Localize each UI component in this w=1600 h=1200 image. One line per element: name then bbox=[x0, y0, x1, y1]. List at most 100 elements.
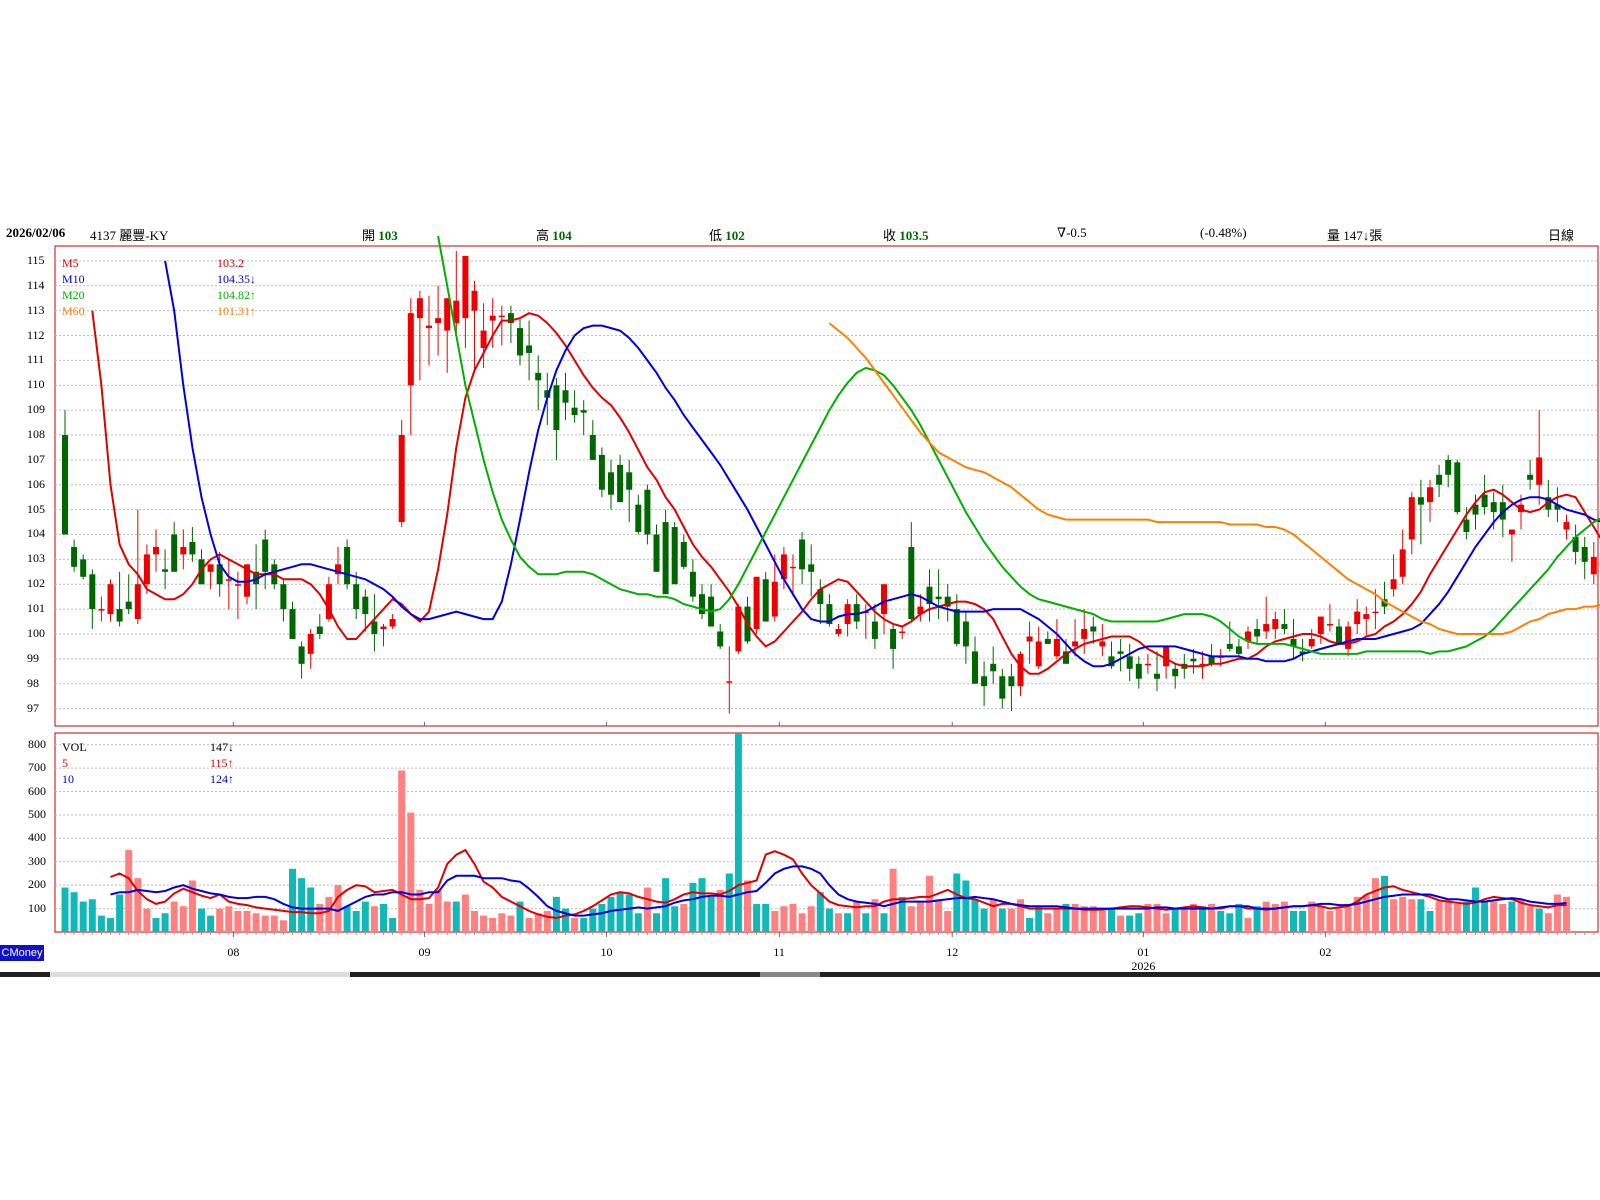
candle-body bbox=[1436, 474, 1443, 485]
candle-body bbox=[1572, 536, 1579, 552]
volume-bar bbox=[753, 903, 761, 932]
candle-body bbox=[1035, 641, 1042, 667]
volume-bar bbox=[525, 917, 533, 932]
volume-bar bbox=[1426, 910, 1434, 932]
volume-bar bbox=[598, 903, 606, 932]
volume-bar bbox=[1326, 910, 1334, 932]
x-tick-label: 01 bbox=[1137, 945, 1150, 959]
volume-y-tick: 500 bbox=[28, 806, 46, 821]
header-period: 日線 bbox=[1548, 228, 1575, 243]
volume-bar bbox=[543, 910, 551, 932]
header-date: 2026/02/06 bbox=[6, 225, 66, 240]
volume-y-tick: 300 bbox=[28, 853, 46, 868]
price-y-tick: 115 bbox=[27, 252, 45, 267]
candle-body bbox=[1017, 653, 1024, 687]
candle-body bbox=[571, 407, 578, 416]
volume-bar bbox=[1435, 901, 1443, 932]
candle-body bbox=[935, 596, 942, 600]
volume-bar bbox=[434, 889, 442, 932]
candle-body bbox=[762, 579, 769, 622]
candle-body bbox=[416, 298, 423, 319]
legend-m10-value: 104.35↓ bbox=[217, 272, 256, 286]
candle-body bbox=[389, 619, 396, 627]
candle-body bbox=[535, 372, 542, 381]
candle-body bbox=[726, 681, 733, 683]
candle-body bbox=[990, 663, 997, 672]
candle-body bbox=[116, 609, 123, 622]
candle-body bbox=[143, 554, 150, 585]
volume-bar bbox=[816, 892, 824, 932]
candle-body bbox=[1372, 611, 1379, 614]
volume-bar bbox=[1335, 908, 1343, 932]
volume-bar bbox=[443, 901, 451, 932]
volume-bar bbox=[880, 913, 888, 932]
candle-body bbox=[1008, 676, 1015, 687]
candle-body bbox=[335, 564, 341, 575]
candle-body bbox=[881, 584, 887, 615]
price-y-tick: 99 bbox=[27, 650, 39, 665]
volume-bar bbox=[589, 908, 597, 932]
volume-bar bbox=[316, 903, 324, 932]
candle-body bbox=[626, 472, 633, 490]
volume-bar bbox=[1226, 913, 1234, 932]
volume-bar bbox=[1344, 903, 1352, 932]
volume-bar bbox=[744, 880, 751, 932]
candle-body bbox=[826, 604, 833, 625]
candle-body bbox=[489, 315, 496, 321]
candle-body bbox=[471, 290, 478, 311]
candle-body bbox=[371, 621, 378, 634]
price-y-tick: 109 bbox=[27, 402, 45, 417]
candle-body bbox=[1581, 546, 1588, 562]
volume-bar bbox=[1517, 899, 1525, 932]
candle-body bbox=[234, 584, 241, 586]
volume-bar bbox=[1553, 894, 1561, 932]
volume-bar bbox=[1299, 910, 1307, 932]
volume-bar bbox=[134, 878, 142, 932]
price-panel-frame bbox=[54, 245, 1599, 727]
legend-m5-name: M5 bbox=[62, 256, 79, 270]
candle-body bbox=[1135, 663, 1142, 679]
candle-body bbox=[280, 584, 287, 610]
candle-body bbox=[1108, 656, 1115, 667]
volume-bar bbox=[88, 899, 96, 932]
low-value: 102 bbox=[725, 228, 745, 243]
candle-body bbox=[1081, 629, 1088, 639]
volume-bar bbox=[1408, 899, 1416, 932]
cmoney-badge[interactable]: CMoney bbox=[0, 945, 44, 961]
candle-body bbox=[799, 539, 806, 570]
volume-bar bbox=[343, 906, 351, 932]
candle-body bbox=[999, 676, 1006, 699]
price-y-tick: 98 bbox=[27, 675, 39, 690]
scrollbar-thumb[interactable] bbox=[50, 972, 350, 977]
volume-bar bbox=[552, 896, 560, 932]
volume-bar bbox=[1362, 894, 1370, 932]
volume-bar bbox=[307, 887, 315, 932]
legend-vol-name: VOL bbox=[62, 740, 87, 754]
candle-body bbox=[853, 604, 860, 622]
candle-body bbox=[1281, 624, 1288, 630]
candle-body bbox=[689, 571, 696, 597]
volume-bar bbox=[844, 913, 852, 932]
price-y-tick: 107 bbox=[27, 451, 45, 466]
legend-m20-name: M20 bbox=[62, 288, 85, 302]
candle-body bbox=[1172, 668, 1179, 677]
volume-bar bbox=[1280, 901, 1288, 932]
candle-body bbox=[307, 633, 314, 654]
volume-bar bbox=[1544, 913, 1552, 932]
candle-body bbox=[244, 564, 250, 597]
price-y-tick: 106 bbox=[27, 476, 45, 491]
candle-body bbox=[1044, 638, 1051, 644]
candle-body bbox=[1427, 487, 1433, 503]
candle-body bbox=[1117, 651, 1124, 654]
volume-bar bbox=[216, 908, 224, 932]
legend-vol-value: 147↓ bbox=[210, 740, 234, 754]
volume-bar bbox=[125, 850, 133, 932]
candle-body bbox=[1381, 599, 1388, 607]
candle-body bbox=[908, 546, 915, 620]
scrollbar[interactable] bbox=[0, 972, 1600, 977]
price-y-tick: 114 bbox=[27, 277, 45, 292]
volume-bar bbox=[1053, 908, 1061, 932]
volume-bar bbox=[516, 901, 524, 932]
volume-bar bbox=[653, 913, 660, 932]
candle-body bbox=[562, 390, 569, 403]
